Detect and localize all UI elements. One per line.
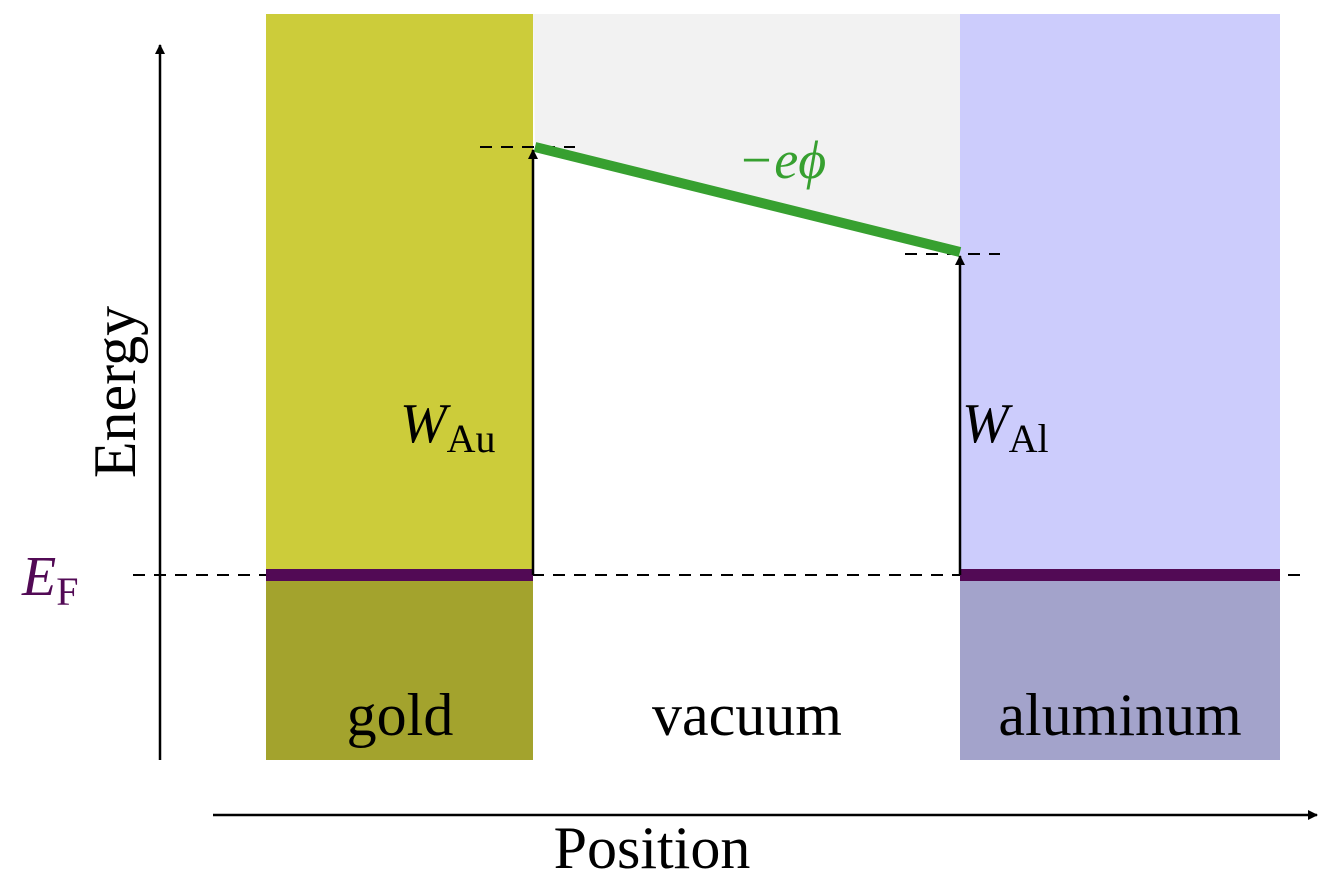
work-label: WAu <box>400 393 496 461</box>
region-label: gold <box>347 682 454 748</box>
work-symbol: W <box>962 393 1013 455</box>
gold-region <box>266 14 533 575</box>
fermi-label: EF <box>21 546 78 614</box>
work-subscript: Au <box>447 416 496 461</box>
potential-line <box>533 142 962 257</box>
work-symbol: W <box>400 393 451 455</box>
region-label: aluminum <box>998 682 1241 748</box>
aluminum-region <box>960 14 1280 575</box>
region-label: vacuum <box>652 682 842 748</box>
work-subscript: Al <box>1009 416 1049 461</box>
potential-label: −eϕ <box>738 130 826 190</box>
work-label: WAl <box>962 393 1049 461</box>
aluminum-filled <box>960 575 1280 760</box>
fermi-subscript: F <box>56 569 78 614</box>
y-axis-label: Energy <box>82 306 148 478</box>
fermi-symbol: E <box>21 546 56 608</box>
x-axis-label: Position <box>554 815 751 881</box>
gold-filled <box>266 575 533 760</box>
vacuum-region <box>533 14 960 252</box>
